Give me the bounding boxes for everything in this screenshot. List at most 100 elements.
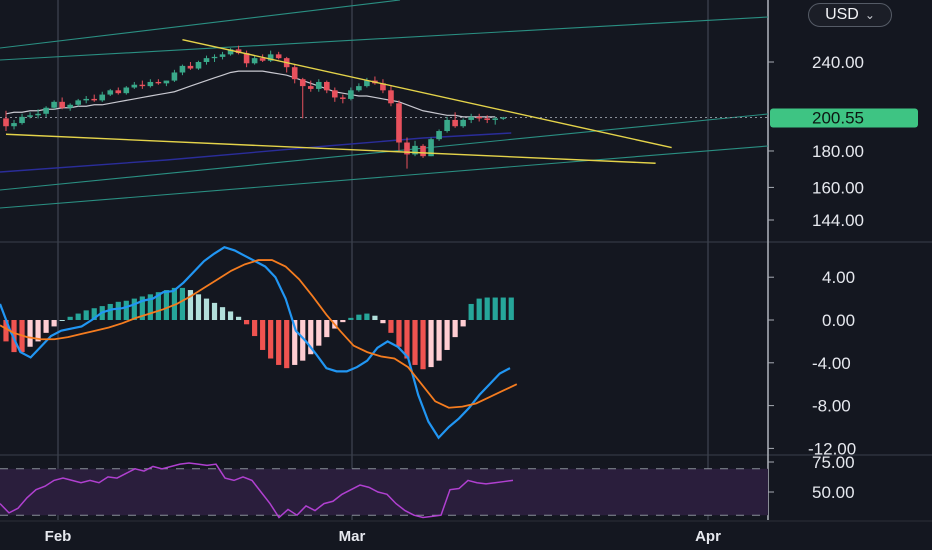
histogram-bar: [284, 320, 290, 369]
histogram-bar: [35, 320, 41, 342]
candle: [299, 77, 306, 119]
macd-tick-label: 4.00: [822, 268, 855, 287]
histogram-bar: [420, 320, 426, 370]
currency-label: USD: [825, 6, 859, 23]
candle: [235, 45, 242, 55]
candle: [219, 51, 226, 60]
histogram-bar: [372, 315, 378, 320]
histogram-bar: [179, 287, 186, 320]
candle: [99, 91, 106, 102]
histogram-bar: [163, 290, 169, 320]
candle: [91, 94, 98, 102]
histogram-bar: [500, 297, 506, 320]
candle-body: [380, 83, 386, 91]
rsi-line: [0, 462, 514, 519]
candle-body: [107, 90, 114, 95]
histogram-bar: [404, 320, 410, 359]
candle: [139, 80, 146, 89]
histogram-bar: [11, 320, 17, 353]
time-label: Feb: [45, 528, 72, 545]
candle-body: [235, 49, 242, 54]
price-tick-label: 180.00: [812, 142, 864, 161]
candle-body: [428, 139, 434, 157]
histogram-bar: [508, 297, 514, 320]
candle-body: [195, 62, 202, 69]
candle-body: [404, 142, 410, 155]
histogram-bar: [412, 320, 418, 365]
candle: [500, 116, 507, 120]
candle: [404, 137, 410, 169]
candle: [484, 115, 490, 124]
candle-body: [492, 118, 499, 120]
rsi-tick-label: 50.00: [812, 483, 855, 502]
histogram-bar: [139, 296, 145, 320]
candle: [59, 97, 65, 110]
price-pane: [0, 0, 769, 209]
candle: [420, 144, 426, 158]
candle-body: [444, 119, 450, 132]
candle: [492, 116, 499, 125]
candle: [436, 129, 442, 141]
candle: [460, 118, 466, 128]
candle: [67, 103, 73, 111]
last-price-tag: 200.55: [770, 108, 918, 128]
histogram-bar: [155, 292, 161, 320]
histogram-bar: [75, 313, 81, 320]
candle-body: [299, 79, 306, 87]
histogram-bar: [123, 300, 129, 320]
candle-body: [35, 113, 41, 116]
candle-body: [131, 84, 138, 88]
candle-body: [51, 101, 57, 108]
candle-body: [219, 54, 226, 57]
candle-body: [211, 56, 218, 59]
long-moving-average: [0, 132, 512, 173]
histogram-bar: [3, 320, 9, 342]
candle: [444, 116, 450, 133]
candle: [11, 119, 17, 130]
candle: [115, 87, 122, 95]
time-label: Mar: [339, 528, 366, 545]
candle: [187, 62, 194, 70]
candle-body: [468, 116, 474, 120]
candle-body: [412, 145, 418, 155]
candle: [123, 86, 130, 95]
trendline: [5, 133, 656, 164]
currency-selector[interactable]: USD ⌄: [808, 3, 892, 27]
candle-body: [75, 100, 81, 105]
histogram-bar: [211, 302, 218, 320]
channel-line: [0, 0, 401, 49]
candle-body: [324, 81, 330, 91]
candle: [315, 79, 322, 92]
candle: [372, 76, 378, 85]
candle: [83, 96, 89, 104]
histogram-bar: [244, 320, 250, 325]
candle-body: [91, 98, 98, 101]
candle-body: [315, 81, 322, 89]
candle-body: [307, 86, 314, 89]
histogram-bar: [308, 320, 314, 355]
candle-body: [27, 115, 33, 117]
macd-tick-label: 0.00: [822, 311, 855, 330]
candle-body: [67, 104, 73, 108]
candle: [356, 83, 362, 92]
candle-body: [155, 81, 162, 84]
axis-layer: 2240.00180.00160.00144.00200.554.000.00-…: [0, 5, 932, 550]
candle-body: [43, 107, 49, 114]
candle: [380, 79, 386, 94]
candle-body: [163, 80, 170, 84]
candle: [195, 60, 202, 70]
candle: [27, 112, 33, 119]
histogram-bar: [268, 320, 274, 359]
candle-body: [179, 65, 186, 73]
sma-line: [5, 70, 496, 118]
candle: [412, 140, 418, 157]
candle: [155, 79, 162, 85]
candle: [75, 98, 81, 107]
grid-layer: [0, 0, 932, 520]
candle-body: [59, 101, 65, 108]
price-tick-label: 240.00: [812, 53, 864, 72]
histogram-bar: [396, 320, 402, 347]
last-price-label: 200.55: [812, 109, 864, 128]
